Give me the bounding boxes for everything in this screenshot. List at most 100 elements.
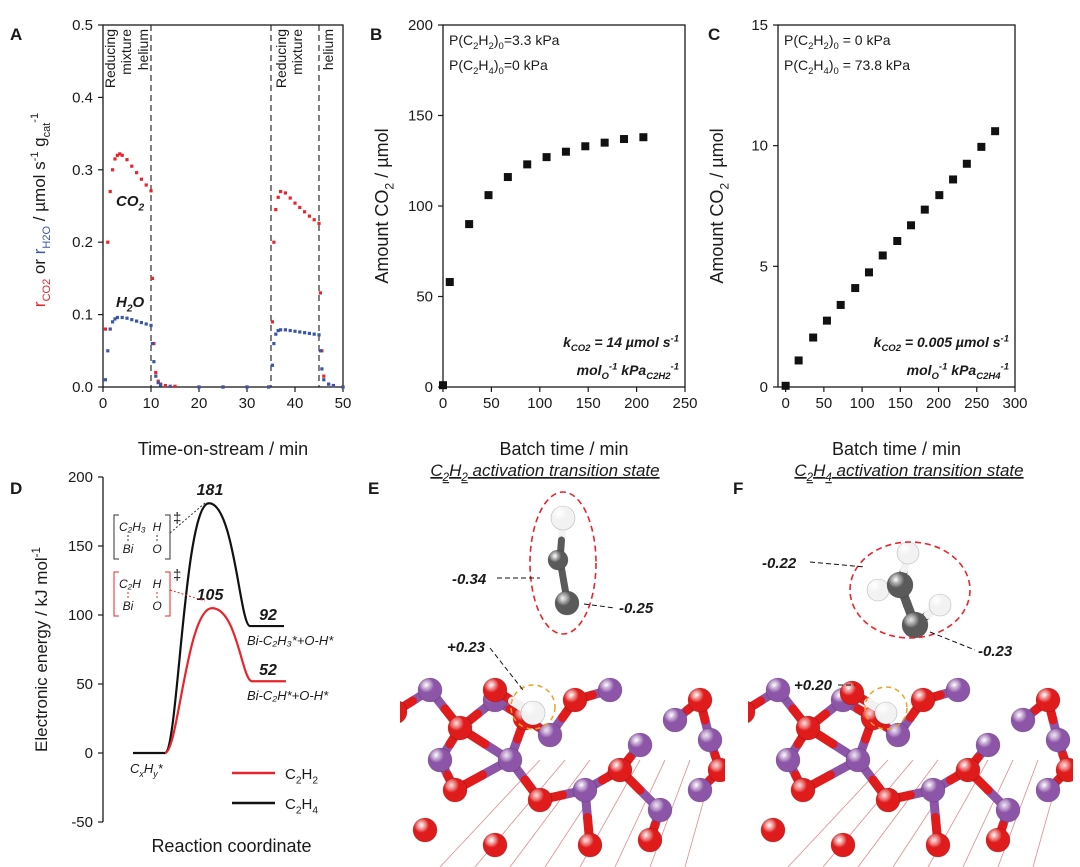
c2h2-ts-energy: 105 (197, 587, 225, 604)
y-tick-label: 0 (425, 379, 433, 396)
oxygen-atom (1055, 757, 1073, 783)
x-axis-title: Batch time / min (832, 439, 961, 459)
charge-leader (489, 647, 524, 691)
h2o-rate-point (135, 319, 139, 323)
co2-amount-point (781, 381, 790, 390)
bismuth-atom (662, 707, 688, 733)
co2-amount-point (977, 142, 986, 151)
bismuth-atom (697, 727, 723, 753)
co2-rate-point (288, 196, 292, 200)
legend-c2h2-label: C2H2 (285, 766, 318, 787)
bismuth-atom (765, 677, 791, 703)
h2o-rate-point (139, 320, 143, 325)
co2-rate-point (173, 384, 177, 388)
carbon-atom (901, 611, 929, 639)
x-tick-label: 50 (335, 395, 352, 412)
co2-rate-point (149, 189, 153, 193)
y-axis-title: rCO2 or rH2O / µmol s-1 gcat-1 (29, 113, 53, 307)
h2o-rate-point (276, 328, 280, 333)
y-tick-label: 0 (85, 745, 93, 762)
charge-label: -0.25 (619, 600, 654, 617)
co2-amount-point (878, 251, 887, 260)
panel-letter: F (733, 479, 743, 498)
co2-amount-point (523, 160, 532, 169)
phase-label: helium (320, 29, 336, 70)
panel-letter: B (370, 25, 382, 44)
phase-label: Reducing (273, 29, 289, 88)
h2o-rate-point (317, 333, 321, 337)
co2-amount-point (465, 220, 474, 229)
carbon-atom (886, 571, 914, 599)
co2-amount-point (864, 268, 873, 277)
hydrogen-atom (520, 700, 546, 726)
panel-f-ethylene-structure: F C2H4 activation transition state -0.22 -0… (733, 461, 1073, 867)
co2-rate-point (118, 152, 122, 156)
oxygen-atom (442, 777, 468, 803)
c2h4-ts-bismuth: Bi (123, 542, 134, 556)
co2-rate-point (283, 191, 287, 195)
h2o-rate-point (283, 328, 287, 332)
phase-label: mixture (118, 29, 134, 75)
y-tick-label: 0.4 (72, 89, 93, 106)
y-tick-label: 0.3 (72, 162, 93, 179)
oxygen-atom (637, 827, 663, 853)
oxygen-atom (400, 700, 408, 724)
hydrogen-atom (874, 701, 898, 725)
hydrogen-atom (928, 593, 952, 617)
y-tick-label: 50 (416, 289, 433, 306)
co2-amount-point (949, 175, 958, 184)
panel-b-acetylene-batch-chart: 0 50 100 150 200 250 0 50 100 150 200 B P(C2H2)0=3.3… (370, 17, 698, 459)
x-tick-label: 0 (781, 395, 789, 412)
x-tick-label: 200 (624, 395, 649, 412)
co2-rate-point (125, 158, 129, 162)
h2o-rate-point (115, 315, 119, 320)
h2o-rate-point (327, 382, 331, 386)
co2-rate-point (303, 210, 307, 214)
co2-amount-point (935, 191, 944, 200)
co2-rate-point (111, 168, 115, 172)
c2h2-ts-fragment: C₂H (119, 577, 141, 591)
plot-frame (777, 24, 1016, 388)
h2o-rate-point (274, 332, 278, 336)
oxygen-atom (447, 715, 473, 741)
pressure-condition: P(C2H4)0 = 73.8 kPa (784, 57, 910, 77)
charge-label: +0.23 (447, 639, 486, 656)
c2h4-ts-oxygen: O (152, 542, 161, 556)
bismuth-atom (945, 677, 971, 703)
panel-a-rate-chart: 0 10 20 30 40 500.00.10.20.30.40.5A Reducing mi… (10, 17, 351, 459)
c2h2-final-energy: 52 (259, 662, 277, 679)
x-tick-label: 40 (287, 395, 304, 412)
panel-c-ethylene-batch-chart: 0 50 100 150 200 250 300 0 5 10 15 C P(C2H2)0 = 0 kP… (707, 17, 1028, 459)
y-tick-label: 50 (76, 676, 93, 693)
rate-constant-units: molO-1 kPaC2H2-1 (577, 361, 679, 382)
structure-title: C2H4 activation transition state (794, 461, 1023, 484)
bismuth-atom (775, 747, 801, 773)
y-tick-label: -50 (71, 814, 93, 831)
h2o-rate-point (152, 360, 156, 364)
co2-rate-point (120, 153, 124, 157)
hydrogen-atom (896, 541, 920, 565)
h2o-rate-point (267, 385, 271, 389)
co2-amount-point (836, 300, 845, 309)
co2-amount-point (600, 138, 609, 147)
h2o-rate-point (149, 323, 153, 328)
x-tick-label: 0 (99, 395, 107, 412)
h2o-rate-point (322, 378, 326, 382)
co2-amount-point (893, 236, 902, 245)
adsorbate-ellipse (529, 491, 597, 635)
h2o-rate-point (270, 363, 275, 367)
rate-constant: kCO2 = 14 µmol s-1 (563, 333, 679, 354)
lattice-line (614, 759, 666, 867)
phase-label: Reducing (102, 29, 118, 88)
y-tick-label: 100 (68, 607, 93, 624)
co2-rate-point (293, 201, 297, 205)
c2h2-ts-oxygen: O (152, 599, 161, 613)
lattice-line (962, 759, 1014, 867)
h2o-rate-point (111, 320, 115, 324)
co2-rate-point (298, 205, 302, 210)
panel-letter-a: A (10, 25, 22, 44)
y-axis-title: Amount CO2 / µmol (707, 128, 731, 283)
co2-rate-point (276, 195, 280, 199)
co2-rate-point (144, 183, 148, 187)
